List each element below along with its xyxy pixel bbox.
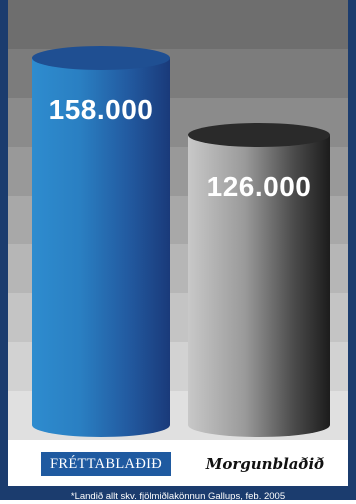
bar-frettabladid-body [32,57,170,437]
bar-frettabladid: 158.000 [32,45,170,437]
bar-frettabladid-value-label: 158.000 [48,93,154,125]
frettabladid-logo: FRÉTTABLAÐIÐ [41,452,171,476]
logo-strip: FRÉTTABLAÐIÐ Morgunblaðið [8,440,348,486]
source-footnote: *Landið allt skv. fjölmiðlakönnun Gallup… [70,491,286,502]
morgunbladid-logo: Morgunblaðið [205,455,325,473]
bar-frettabladid-top [32,45,170,70]
bar-morgunbladid-top [188,122,330,147]
bar-morgunbladid-value-label: 126.000 [206,170,312,202]
bar-morgunbladid: 126.000 [188,122,330,437]
background-band [8,0,348,50]
chart-plot-area: 158.000 126.000 [8,0,348,440]
bar-morgunbladid-body [188,134,330,437]
